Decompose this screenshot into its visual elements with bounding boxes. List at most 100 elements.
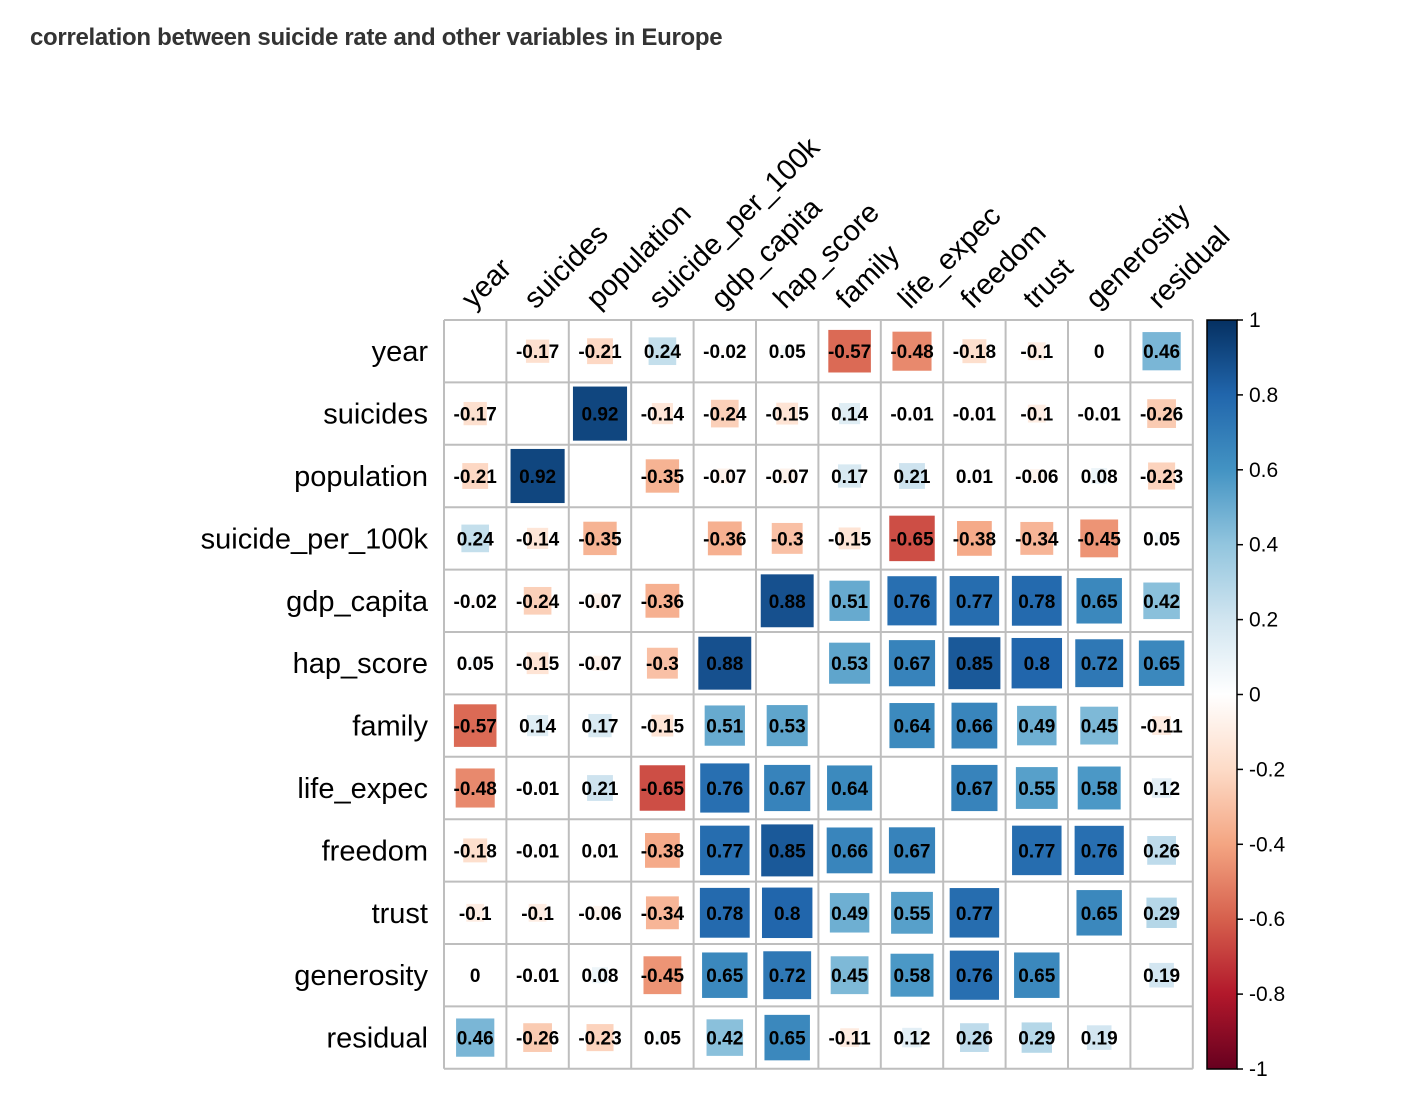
- heatmap-cell-value: 0.92: [519, 467, 556, 488]
- heatmap-cell-value: -0.18: [454, 841, 497, 862]
- heatmap-cell-value: 0.8: [1024, 654, 1050, 675]
- heatmap-cell-square: [462, 463, 489, 489]
- heatmap-cell-square: [826, 827, 873, 874]
- heatmap-cell-value: -0.48: [454, 779, 497, 800]
- heatmap-cell-square: [1020, 521, 1054, 555]
- heatmap-cell-square: [1138, 640, 1185, 686]
- heatmap-cell-value: 0.76: [706, 779, 743, 800]
- heatmap-cell-value: 0.26: [956, 1029, 993, 1050]
- heatmap-cell-square: [892, 331, 932, 371]
- heatmap-cell-square: [453, 704, 497, 747]
- heatmap-cell-value: -0.65: [890, 529, 934, 550]
- heatmap-cell-square: [587, 775, 613, 801]
- heatmap-cell-square: [780, 344, 794, 358]
- heatmap-cell-square: [717, 468, 733, 484]
- heatmap-cell-square: [461, 524, 490, 553]
- heatmap-cell-value: 0.19: [1081, 1029, 1118, 1050]
- colorbar-tick-label: -0.8: [1249, 983, 1285, 1006]
- heatmap-cell-value: 0.19: [1143, 966, 1180, 987]
- row-label: hap_score: [293, 648, 428, 680]
- heatmap-cell-square: [888, 640, 936, 687]
- heatmap-cell-square: [704, 705, 745, 746]
- heatmap-cell-value: -0.45: [641, 966, 685, 987]
- heatmap-cell-square: [766, 705, 808, 747]
- heatmap-cell-square: [592, 655, 608, 671]
- heatmap-cell-square: [639, 765, 686, 811]
- heatmap-cell-value: -0.11: [828, 1029, 871, 1050]
- colorbar-tick-label: 1: [1249, 309, 1261, 332]
- heatmap-cell-value: -0.38: [953, 529, 996, 550]
- heatmap-cell-value: 0.67: [956, 779, 993, 800]
- heatmap-cell-value: -0.36: [641, 592, 684, 613]
- heatmap-cell-square: [534, 847, 541, 854]
- heatmap-cell-value: 0.66: [831, 841, 868, 862]
- heatmap-cell-value: -0.1: [521, 904, 554, 925]
- heatmap-cell-value: 0.72: [1081, 654, 1118, 675]
- heatmap-cell-square: [471, 596, 480, 605]
- heatmap-cell-value: 0.72: [769, 966, 806, 987]
- heatmap-cell-value: 0.14: [519, 717, 556, 738]
- heatmap-cell-square: [534, 972, 541, 979]
- heatmap-cell-square: [528, 903, 547, 922]
- heatmap-cell-square: [761, 887, 813, 939]
- heatmap-cell-value: 0.58: [894, 966, 931, 987]
- colorbar-tick-label: 0: [1249, 684, 1261, 707]
- heatmap-cell-value: 0.05: [457, 654, 494, 675]
- heatmap-cell-square: [949, 576, 1000, 626]
- heatmap-cell-value: 0.65: [1018, 966, 1055, 987]
- heatmap-cell-value: -0.06: [578, 904, 621, 925]
- heatmap-cell-square: [648, 337, 677, 366]
- heatmap-cell-square: [1155, 532, 1168, 545]
- heatmap-cell-value: -0.15: [641, 717, 685, 738]
- heatmap-cell-value: 0.51: [831, 592, 868, 613]
- heatmap-cell-value: -0.01: [516, 841, 560, 862]
- colorbar-tick-label: -0.2: [1249, 758, 1285, 781]
- heatmap-cell-square: [699, 887, 750, 938]
- heatmap-cell-square: [645, 459, 680, 493]
- heatmap-cell-value: 0: [470, 966, 481, 987]
- heatmap-cell-square: [1143, 582, 1180, 620]
- heatmap-cell-square: [645, 896, 679, 930]
- heatmap-cell-value: 0.49: [831, 904, 868, 925]
- heatmap-cell-square: [838, 527, 861, 550]
- heatmap-cell-square: [829, 642, 871, 684]
- heatmap-cell-value: 0.76: [1081, 841, 1118, 862]
- heatmap-cell-value: 0.08: [582, 966, 619, 987]
- heatmap-cell-value: -0.06: [1015, 467, 1058, 488]
- heatmap-cell-value: 0.64: [894, 717, 931, 738]
- heatmap-cell-value: 0.76: [894, 592, 931, 613]
- heatmap-cell-value: -0.15: [516, 654, 560, 675]
- heatmap-cell-square: [527, 527, 549, 549]
- heatmap-cell-square: [829, 580, 870, 621]
- heatmap-cell-value: 0.51: [706, 717, 743, 738]
- heatmap-cell-square: [1075, 639, 1124, 688]
- heatmap-cell-square: [1074, 825, 1124, 875]
- heatmap-cell-value: -0.36: [703, 529, 746, 550]
- heatmap-cell-square: [1091, 468, 1108, 484]
- heatmap-cell-value: -0.57: [828, 342, 871, 363]
- heatmap-cell-square: [710, 399, 739, 428]
- heatmap-cell-value: 0.12: [1143, 779, 1180, 800]
- heatmap-cell-value: -0.24: [516, 592, 560, 613]
- heatmap-cell-value: -0.01: [516, 966, 560, 987]
- heatmap-cell-value: 0.55: [894, 904, 931, 925]
- heatmap-cell-value: -0.23: [1140, 467, 1183, 488]
- heatmap-cell-value: 0.58: [1081, 779, 1118, 800]
- heatmap-cell-square: [468, 656, 482, 670]
- heatmap-cell-square: [1076, 890, 1122, 936]
- heatmap-cell-value: 0.05: [769, 342, 806, 363]
- heatmap-cell-square: [1147, 399, 1176, 428]
- heatmap-cell-square: [764, 1014, 810, 1061]
- heatmap-cell-square: [899, 463, 925, 489]
- heatmap-cell-square: [960, 1023, 989, 1052]
- heatmap-cell-value: 0.42: [706, 1029, 743, 1050]
- heatmap-cell-square: [1027, 404, 1046, 423]
- heatmap-cell-square: [764, 764, 811, 812]
- heatmap-cell-value: -0.23: [578, 1029, 621, 1050]
- heatmap-cell-square: [534, 785, 541, 791]
- heatmap-cell-value: -0.65: [641, 779, 685, 800]
- heatmap-cell-value: 0.08: [1081, 467, 1118, 488]
- heatmap-cell-value: 0.05: [1143, 529, 1180, 550]
- heatmap-cell-square: [889, 515, 935, 562]
